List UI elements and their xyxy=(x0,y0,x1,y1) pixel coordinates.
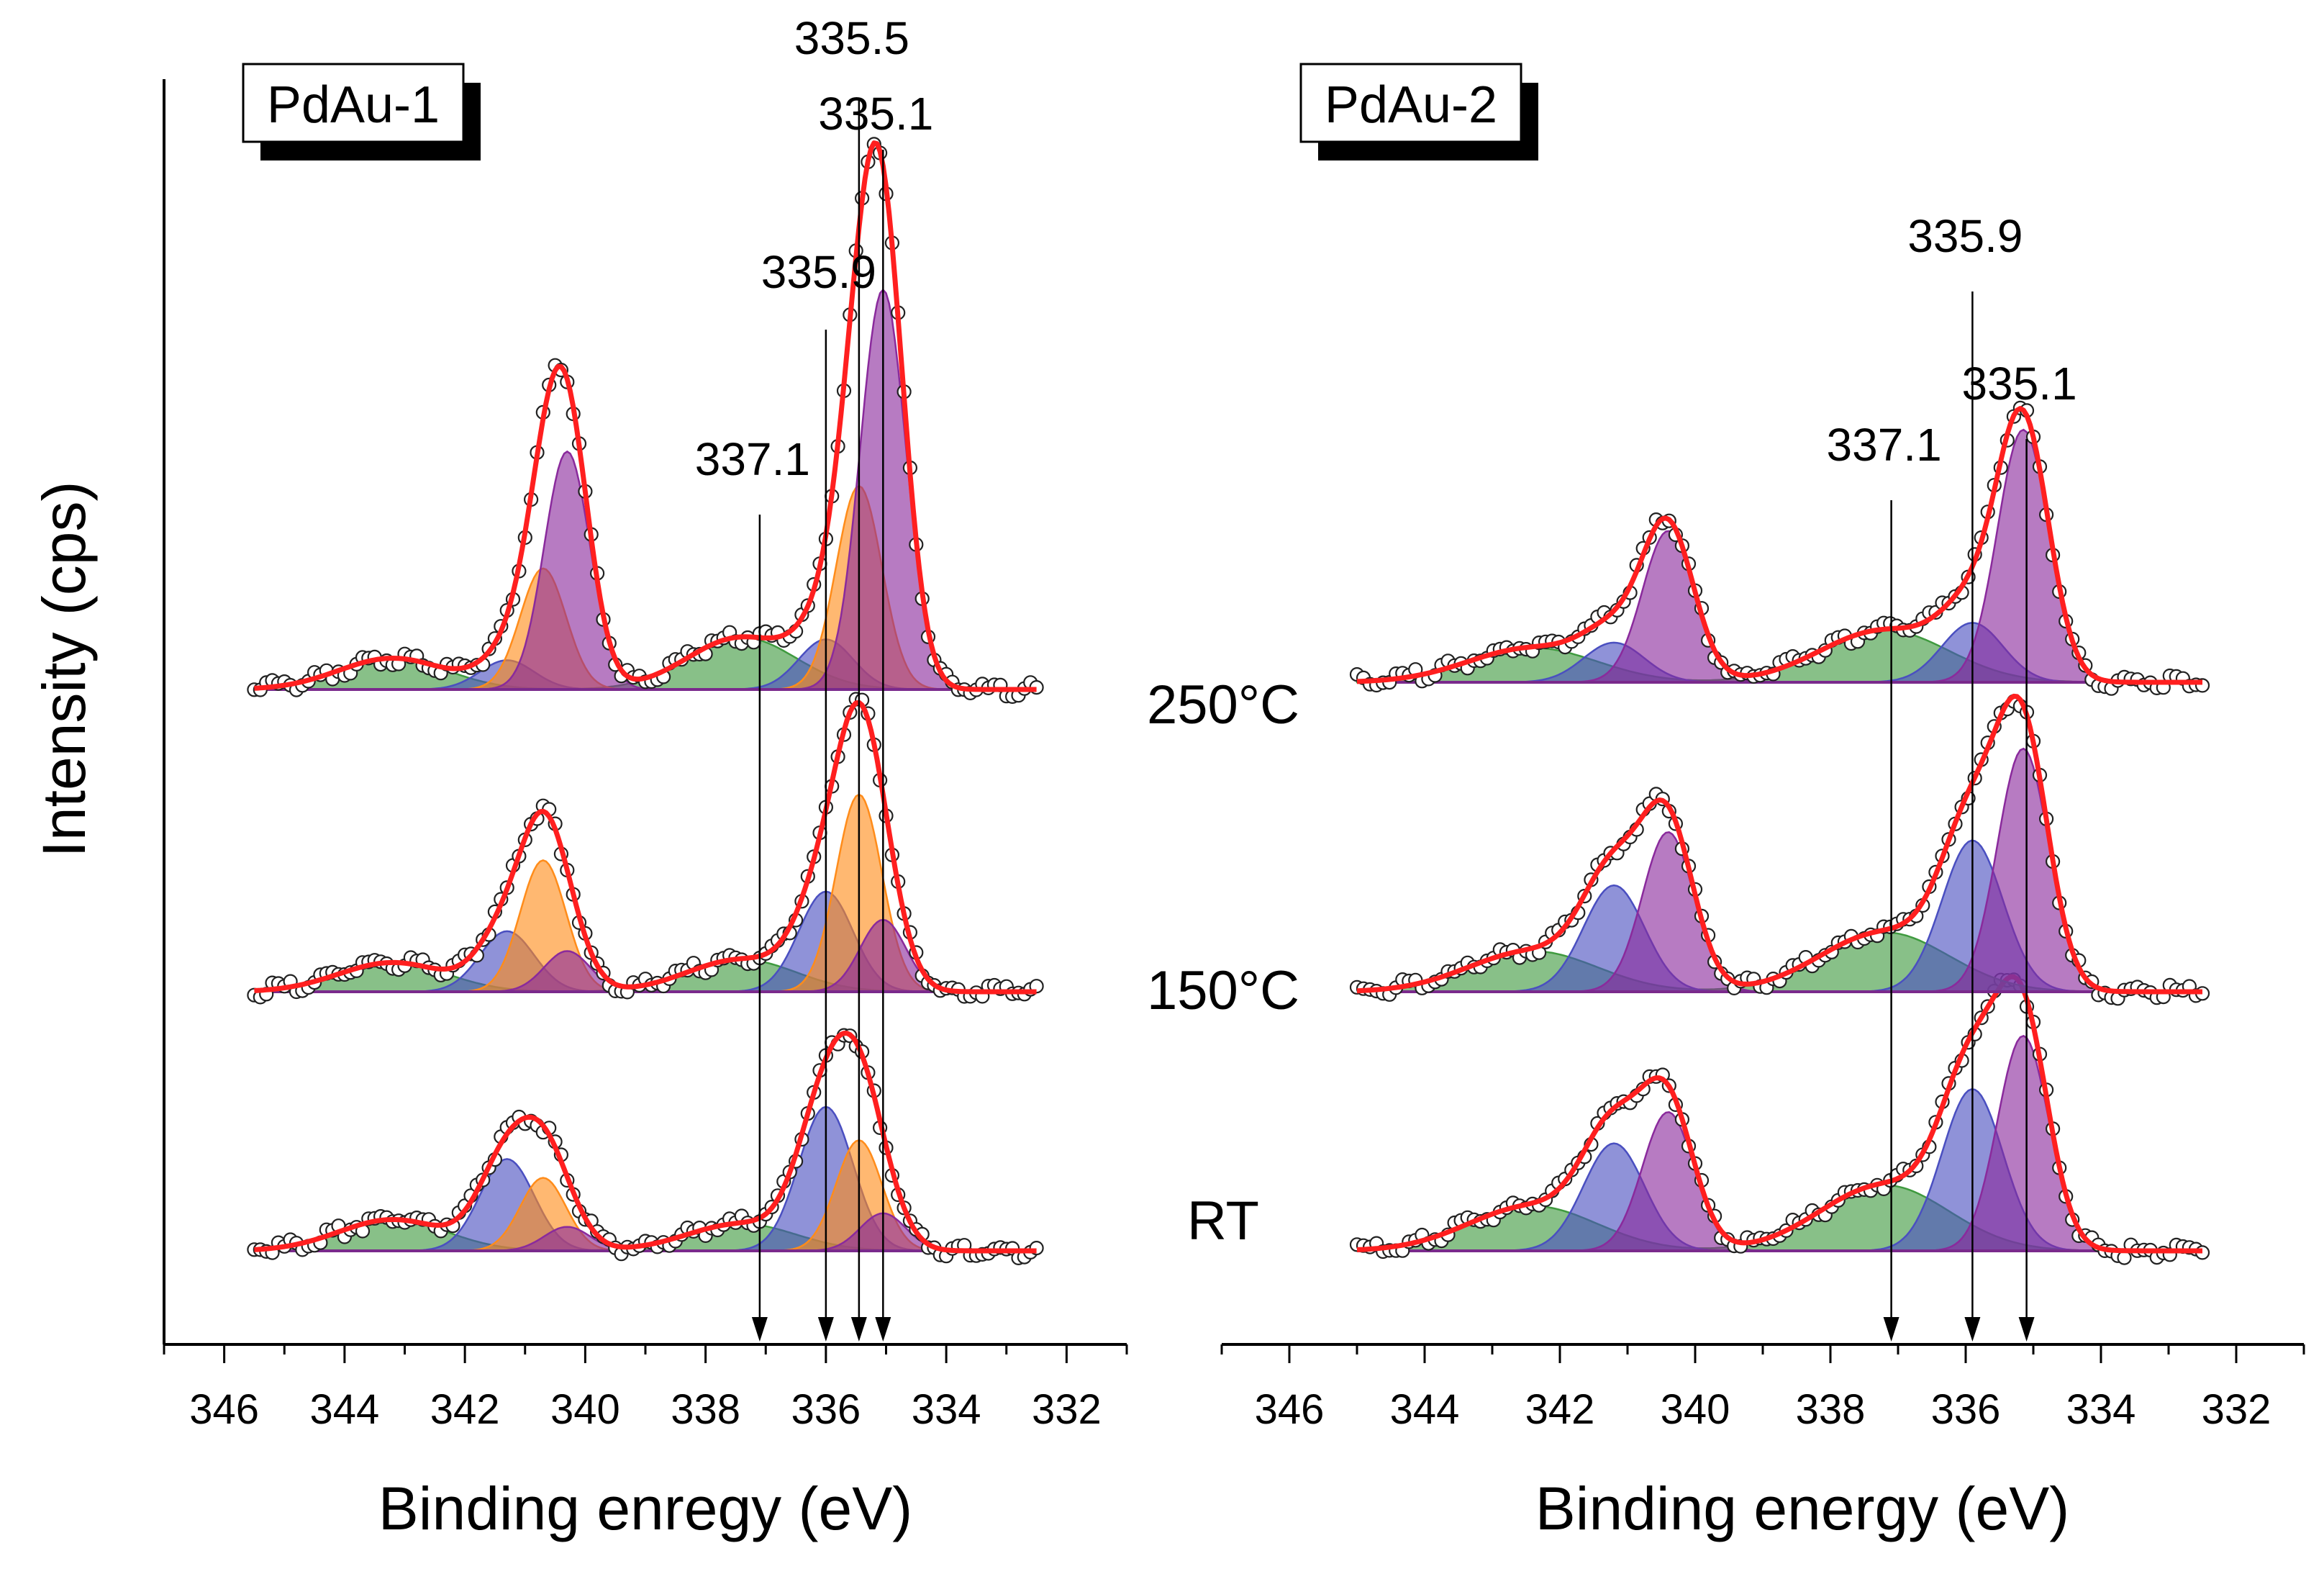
annotation-arrowhead xyxy=(751,1317,768,1342)
annotation-arrowhead xyxy=(2018,1317,2035,1342)
panel-pdau-2: 337.1 335.9 335.1 346 344 342 340 338 336 334 332… xyxy=(1220,63,2305,1542)
annotation-arrowhead xyxy=(1883,1317,1899,1342)
title-box xyxy=(242,63,465,143)
annotation-label: 335.9 xyxy=(761,246,876,298)
fit-envelope-line xyxy=(1356,693,2202,995)
temperature-label-150: 150°C xyxy=(1147,960,1299,1021)
x-tick-label: 338 xyxy=(671,1386,740,1433)
title-box xyxy=(1299,63,1522,143)
x-tick-label: 342 xyxy=(1525,1386,1595,1433)
x-tick-label: 346 xyxy=(189,1386,259,1433)
spectrum-rt xyxy=(1349,972,2210,1265)
spectrum-150c xyxy=(247,692,1044,1005)
annotation-label: 337.1 xyxy=(1827,419,1942,471)
annotation-layer: 337.1 335.9 335.5 335.1 xyxy=(695,12,933,1342)
spectra-layer xyxy=(247,137,1044,1266)
annotation-label: 337.1 xyxy=(695,433,810,485)
x-tick-label: 334 xyxy=(2066,1386,2136,1433)
panel-title: PdAu-2 xyxy=(1325,76,1497,134)
x-tick-label: 338 xyxy=(1796,1386,1866,1433)
x-axis-label: Binding energy (eV) xyxy=(1535,1475,2069,1542)
x-tick-label: 332 xyxy=(1032,1386,1102,1433)
x-tick-layer: 346 344 342 340 338 336 334 332 xyxy=(1220,1344,2305,1433)
spectra-layer xyxy=(1349,400,2210,1265)
fit-envelope-line xyxy=(1356,974,2202,1254)
x-tick-label: 332 xyxy=(2202,1386,2271,1433)
spectrum-rt xyxy=(247,1028,1044,1266)
annotation-arrowhead xyxy=(850,1317,867,1342)
experimental-points xyxy=(1349,400,2210,696)
y-axis-label: Intensity (cps) xyxy=(30,481,98,858)
annotation-label: 335.1 xyxy=(1962,358,2077,410)
experimental-points xyxy=(1349,694,2210,1006)
temperature-label-250: 250°C xyxy=(1147,674,1299,736)
spectrum-250c xyxy=(1349,400,2210,696)
experimental-points xyxy=(247,1028,1044,1266)
x-tick-label: 346 xyxy=(1255,1386,1325,1433)
x-tick-label: 344 xyxy=(309,1386,379,1433)
annotation-arrowhead xyxy=(817,1317,834,1342)
annotation-layer: 337.1 335.9 335.1 xyxy=(1827,210,2077,1342)
fit-envelope-line xyxy=(1356,406,2202,685)
x-tick-label: 342 xyxy=(430,1386,500,1433)
component-purple-area xyxy=(254,288,1037,691)
temperature-label-rt: RT xyxy=(1187,1190,1259,1252)
annotation-label: 335.1 xyxy=(818,88,933,140)
experimental-points xyxy=(247,692,1044,1005)
x-tick-label: 340 xyxy=(550,1386,620,1433)
x-tick-label: 340 xyxy=(1661,1386,1730,1433)
annotation-label: 335.5 xyxy=(794,12,909,64)
spectrum-250c xyxy=(247,137,1044,705)
spectrum-150c xyxy=(1349,693,2210,1006)
annotation-arrowhead xyxy=(1964,1317,1981,1342)
fit-envelope-line xyxy=(254,1031,1037,1254)
fit-envelope-line xyxy=(254,700,1037,995)
fit-envelope-line xyxy=(254,140,1037,692)
x-tick-layer: 346 344 342 340 338 336 334 332 xyxy=(163,1344,1128,1433)
x-tick-label: 336 xyxy=(791,1386,861,1433)
panel-title: PdAu-1 xyxy=(267,76,440,134)
x-tick-label: 336 xyxy=(1931,1386,2001,1433)
annotation-label: 335.9 xyxy=(1907,210,2023,262)
x-tick-label: 334 xyxy=(912,1386,981,1433)
x-tick-label: 344 xyxy=(1390,1386,1460,1433)
annotation-arrowhead xyxy=(875,1317,891,1342)
x-axis-label: Binding enregy (eV) xyxy=(378,1475,912,1542)
